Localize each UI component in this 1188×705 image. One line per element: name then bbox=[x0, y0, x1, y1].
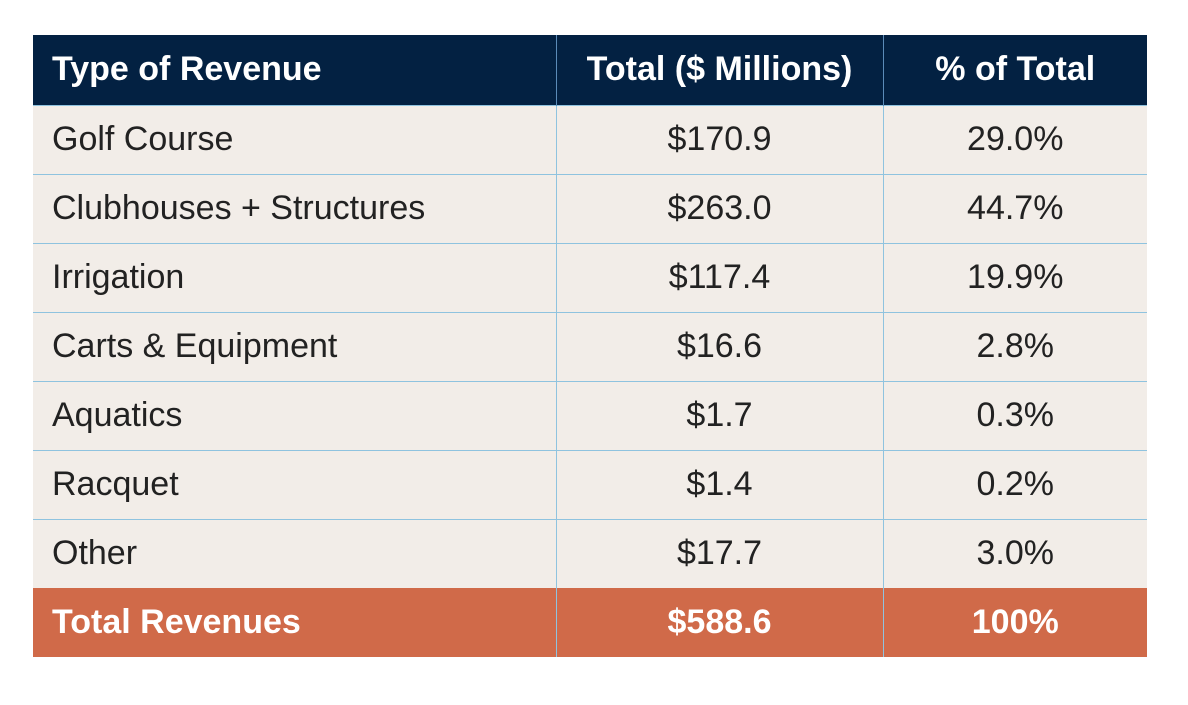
cell-type: Racquet bbox=[33, 449, 556, 519]
cell-total: $263.0 bbox=[555, 173, 883, 243]
cell-total: $117.4 bbox=[555, 242, 883, 312]
cell-type: Irrigation bbox=[33, 242, 556, 312]
cell-type: Clubhouses + Structures bbox=[33, 173, 556, 243]
cell-total: $1.4 bbox=[555, 449, 883, 519]
table-footer: Total Revenues $588.6 100% bbox=[33, 588, 1147, 657]
total-amount: $588.6 bbox=[555, 588, 883, 657]
cell-percent: 44.7% bbox=[882, 173, 1147, 243]
table-header: Type of Revenue Total ($ Millions) % of … bbox=[33, 35, 1147, 105]
revenue-table: Type of Revenue Total ($ Millions) % of … bbox=[33, 35, 1147, 657]
revenue-table-container: Type of Revenue Total ($ Millions) % of … bbox=[33, 35, 1147, 657]
cell-percent: 3.0% bbox=[882, 518, 1147, 588]
total-label: Total Revenues bbox=[33, 588, 556, 657]
table-row: Racquet $1.4 0.2% bbox=[33, 449, 1147, 519]
header-percent-of-total: % of Total bbox=[882, 35, 1147, 105]
cell-type: Other bbox=[33, 518, 556, 588]
cell-percent: 29.0% bbox=[882, 104, 1147, 174]
table-row: Other $17.7 3.0% bbox=[33, 518, 1147, 588]
table-row: Golf Course $170.9 29.0% bbox=[33, 104, 1147, 174]
cell-type: Golf Course bbox=[33, 104, 556, 174]
header-type-of-revenue: Type of Revenue bbox=[33, 35, 556, 105]
total-percent: 100% bbox=[882, 588, 1147, 657]
table-row: Irrigation $117.4 19.9% bbox=[33, 242, 1147, 312]
cell-percent: 2.8% bbox=[882, 311, 1147, 381]
table-row: Clubhouses + Structures $263.0 44.7% bbox=[33, 173, 1147, 243]
table-row: Aquatics $1.7 0.3% bbox=[33, 380, 1147, 450]
total-row: Total Revenues $588.6 100% bbox=[33, 588, 1147, 657]
cell-type: Carts & Equipment bbox=[33, 311, 556, 381]
table-row: Carts & Equipment $16.6 2.8% bbox=[33, 311, 1147, 381]
cell-total: $1.7 bbox=[555, 380, 883, 450]
cell-percent: 19.9% bbox=[882, 242, 1147, 312]
header-total-millions: Total ($ Millions) bbox=[555, 35, 883, 105]
cell-total: $16.6 bbox=[555, 311, 883, 381]
cell-percent: 0.3% bbox=[882, 380, 1147, 450]
cell-percent: 0.2% bbox=[882, 449, 1147, 519]
header-row: Type of Revenue Total ($ Millions) % of … bbox=[33, 35, 1147, 105]
cell-total: $170.9 bbox=[555, 104, 883, 174]
cell-total: $17.7 bbox=[555, 518, 883, 588]
cell-type: Aquatics bbox=[33, 380, 556, 450]
table-body: Golf Course $170.9 29.0% Clubhouses + St… bbox=[33, 104, 1147, 588]
